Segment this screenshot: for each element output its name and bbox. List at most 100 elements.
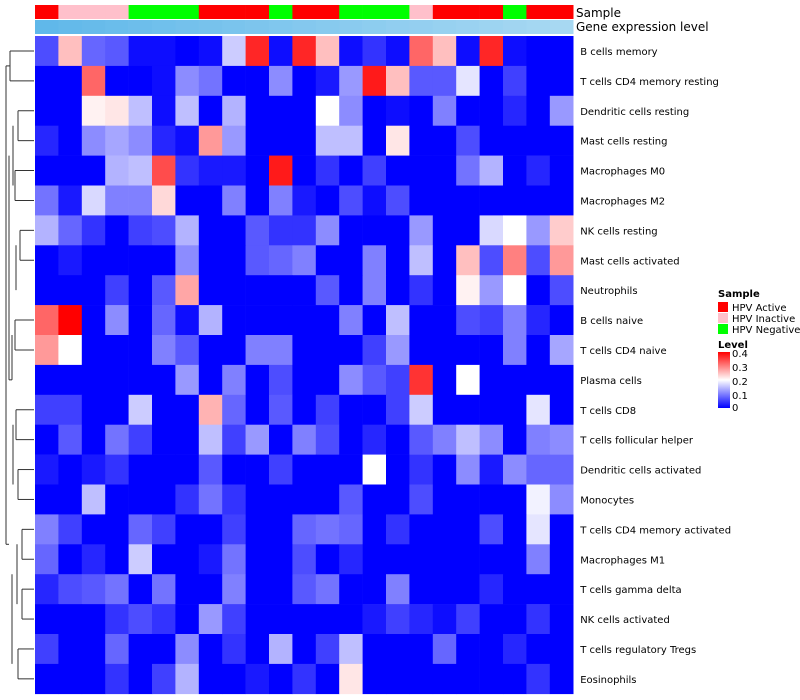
heatmap-cell [386,364,410,396]
expression-annotation-cell [432,20,457,34]
sample-annotation-cell [503,5,527,19]
heatmap-cell [269,155,293,186]
row-label: Dendritic cells resting [580,107,689,118]
heatmap-cell [386,574,410,605]
heatmap-cell [479,155,504,186]
heatmap-cell [549,604,574,635]
heatmap-cell [81,275,106,306]
row-label: B cells naive [580,316,643,327]
legend-swatch-hpv-active [718,302,728,312]
heatmap-cell [479,454,504,485]
heatmap-cell [409,544,434,575]
heatmap-cell [549,514,574,545]
heatmap-cell [432,65,457,97]
heatmap-cell [362,95,387,126]
heatmap-cell [432,36,457,67]
heatmap-cell [315,215,340,246]
heatmap-cell [128,424,153,455]
heatmap-cell [152,634,176,665]
heatmap-cell [456,125,480,156]
heatmap-cell [362,364,387,396]
heatmap-cell [175,245,200,276]
heatmap-cell [128,544,153,575]
heatmap-cell [315,663,340,695]
heatmap-cell [362,155,387,186]
sample-annotation-track [35,5,574,19]
heatmap-cell [409,36,434,67]
heatmap-cell [456,305,480,336]
heatmap-cell [386,36,410,67]
heatmap-cell [35,125,59,156]
heatmap-cell [479,305,504,336]
heatmap-cell [503,125,527,156]
heatmap-cell [245,155,270,186]
heatmap-cell [198,185,223,216]
heatmap-cell [549,544,574,575]
heatmap-cell [409,454,434,485]
heatmap-cell [245,65,270,97]
heatmap-cell [292,574,317,605]
heatmap-cell [175,215,200,246]
heatmap-cell [152,454,176,485]
heatmap-cell [58,245,83,276]
heatmap-cell [175,185,200,216]
heatmap-cell [245,634,270,665]
expression-annotation-cell [503,20,527,34]
heatmap-cell [526,544,551,575]
heatmap-cell [409,424,434,455]
heatmap-cell [479,544,504,575]
heatmap-cell [315,574,340,605]
heatmap-cell [292,335,317,366]
heatmap-cell [386,604,410,635]
heatmap-cell [386,514,410,545]
heatmap-cell [58,604,83,635]
heatmap-cell [432,544,457,575]
expression-annotation-cell [292,20,317,34]
heatmap-cell [503,663,527,695]
heatmap-cell [81,604,106,635]
heatmap-cell [292,245,317,276]
heatmap-cell [456,36,480,67]
heatmap-cell [198,36,223,67]
heatmap-cell [526,245,551,276]
sample-track-label: Sample [576,6,621,20]
heatmap-cell [315,185,340,216]
row-label: Macrophages M1 [580,555,665,566]
heatmap-cell [245,544,270,575]
heatmap-cell [81,574,106,605]
heatmap-cell [549,335,574,366]
heatmap-cell [269,663,293,695]
heatmap-cell [339,364,363,396]
heatmap-cell [315,155,340,186]
heatmap-cell [175,305,200,336]
heatmap-cell [409,484,434,515]
heatmap-cell [292,514,317,545]
heatmap-cell [81,185,106,216]
heatmap-cell [386,634,410,665]
row-label: T cells CD8 [579,406,636,417]
heatmap-cell [269,95,293,126]
heatmap-cell [549,95,574,126]
sample-legend-title: Sample [718,289,760,300]
row-label: B cells memory [580,47,657,58]
heatmap-cell [152,65,176,97]
heatmap-cell [269,454,293,485]
sample-annotation-cell [269,5,293,19]
heatmap-cell [222,155,246,186]
heatmap-cell [128,514,153,545]
heatmap-cell [479,125,504,156]
heatmap-cell [105,394,129,425]
heatmap-cell [152,36,176,67]
heatmap-cell [81,155,106,186]
heatmap-cell [269,36,293,67]
heatmap-cell [479,634,504,665]
heatmap-cell [245,275,270,306]
heatmap-cell [362,36,387,67]
heatmap-cell [526,155,551,186]
heatmap-cell [409,394,434,425]
heatmap-cell [269,305,293,336]
heatmap-cell [503,634,527,665]
heatmap-cell [292,185,317,216]
level-tick-0-3: 0.3 [732,363,748,374]
